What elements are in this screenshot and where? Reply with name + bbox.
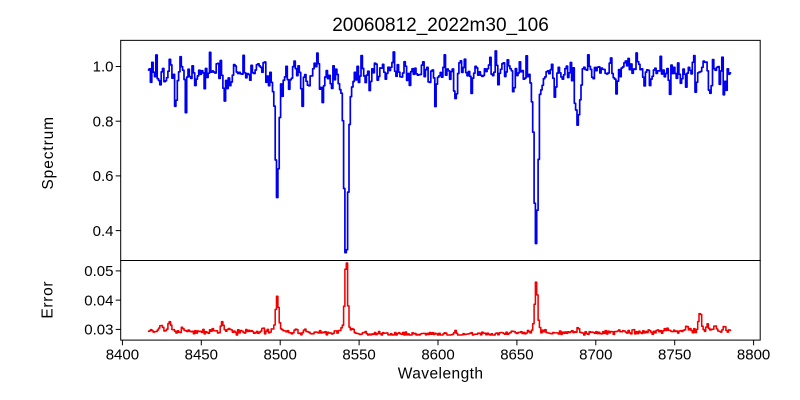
svg-text:Wavelength: Wavelength [398, 366, 484, 383]
svg-text:Error: Error [40, 281, 57, 319]
svg-text:8450: 8450 [185, 347, 218, 364]
svg-text:8750: 8750 [658, 347, 691, 364]
svg-text:Spectrum: Spectrum [40, 116, 57, 190]
svg-text:0.8: 0.8 [93, 113, 114, 130]
svg-text:8700: 8700 [579, 347, 612, 364]
svg-text:8500: 8500 [264, 347, 297, 364]
svg-text:0.4: 0.4 [93, 223, 114, 240]
svg-text:0.05: 0.05 [84, 263, 113, 280]
svg-text:0.03: 0.03 [84, 322, 113, 339]
svg-text:8550: 8550 [342, 347, 375, 364]
svg-text:8600: 8600 [421, 347, 454, 364]
svg-text:8800: 8800 [737, 347, 770, 364]
svg-text:8400: 8400 [106, 347, 139, 364]
svg-text:1.0: 1.0 [93, 59, 114, 76]
svg-text:0.6: 0.6 [93, 168, 114, 185]
svg-text:20060812_2022m30_106: 20060812_2022m30_106 [332, 15, 549, 36]
svg-text:8650: 8650 [500, 347, 533, 364]
svg-text:0.04: 0.04 [84, 292, 113, 309]
